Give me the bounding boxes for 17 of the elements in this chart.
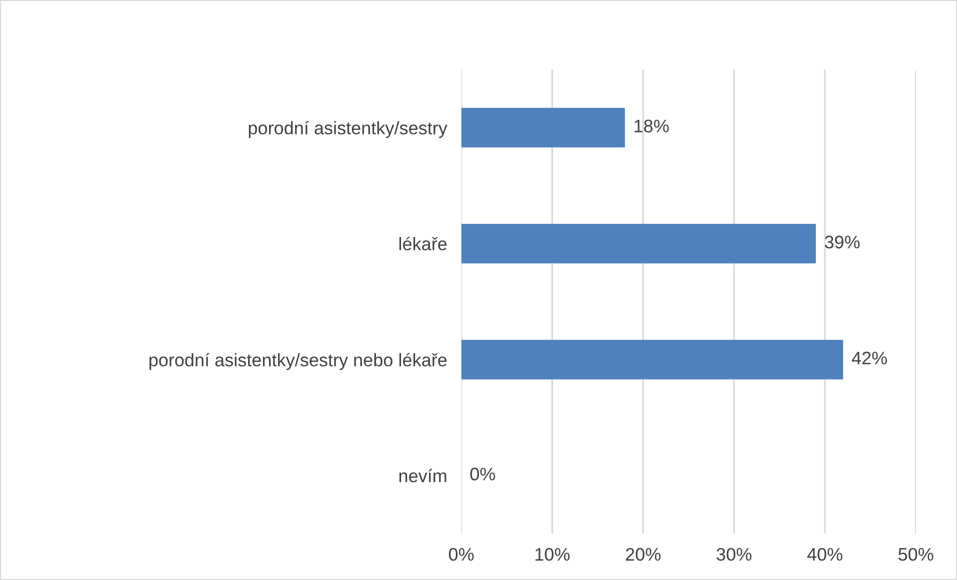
x-tick-label: 0%	[448, 548, 474, 561]
x-tick-label: 50%	[898, 548, 934, 561]
bar	[461, 224, 816, 264]
y-tick-label: porodní asistentky/sestry nebo lékaře	[149, 352, 447, 370]
x-tick-label: 30%	[716, 548, 752, 561]
x-tick-label: 40%	[807, 548, 842, 561]
y-tick-label: lékaře	[399, 236, 447, 250]
x-tick-label: 20%	[626, 548, 661, 561]
data-label: 0%	[470, 468, 496, 480]
y-tick-label: nevím	[399, 468, 446, 482]
data-label: 39%	[824, 236, 860, 248]
x-tick-label: 10%	[535, 548, 570, 561]
data-label: 42%	[852, 352, 887, 364]
y-tick-label: porodní asistentky/sestry	[248, 120, 448, 138]
bar	[461, 108, 625, 148]
bar	[461, 340, 844, 380]
data-label: 18%	[634, 120, 669, 132]
